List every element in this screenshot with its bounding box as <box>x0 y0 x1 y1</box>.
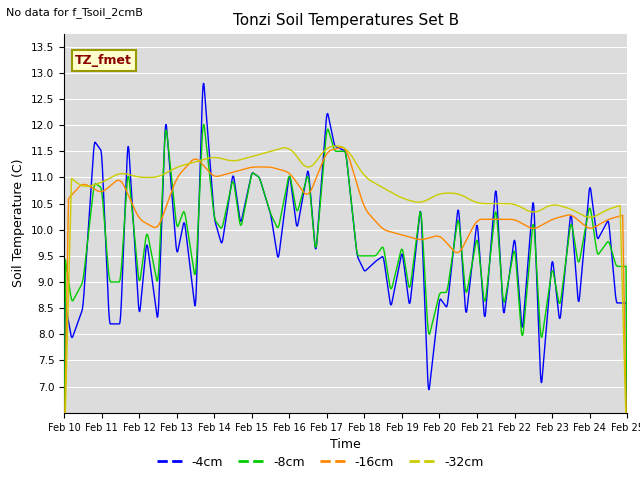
Text: TZ_fmet: TZ_fmet <box>76 54 132 67</box>
Text: No data for f_Tsoil_2cmB: No data for f_Tsoil_2cmB <box>6 7 143 18</box>
Title: Tonzi Soil Temperatures Set B: Tonzi Soil Temperatures Set B <box>232 13 459 28</box>
X-axis label: Time: Time <box>330 438 361 451</box>
Legend: -4cm, -8cm, -16cm, -32cm: -4cm, -8cm, -16cm, -32cm <box>152 451 488 474</box>
Y-axis label: Soil Temperature (C): Soil Temperature (C) <box>12 159 26 288</box>
